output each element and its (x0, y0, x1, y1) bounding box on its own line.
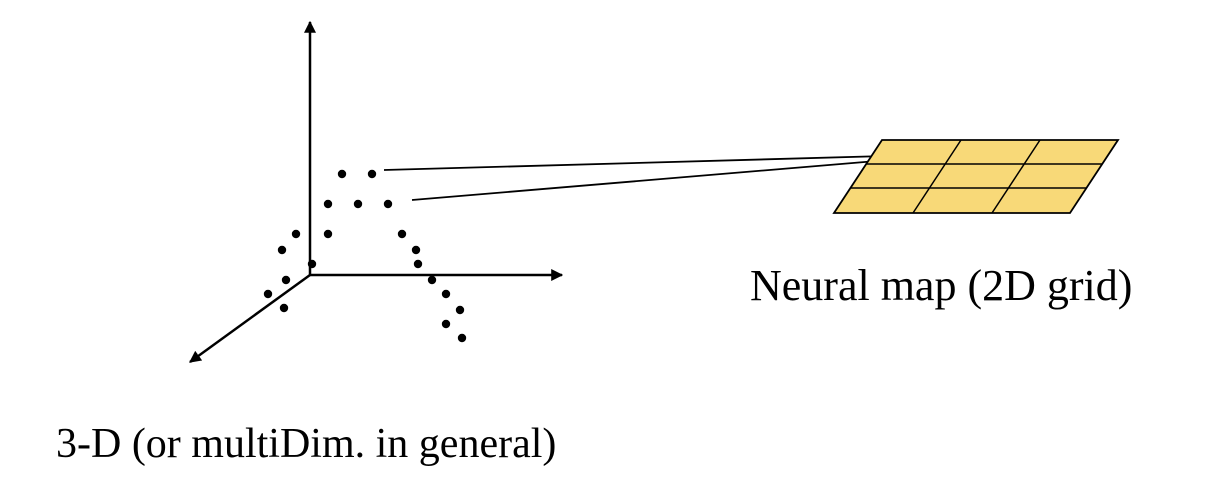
data-point (427, 275, 437, 285)
data-point (281, 275, 291, 285)
data-point (383, 199, 393, 209)
input-space-caption: 3-D (or multiDim. in general) (56, 421, 557, 467)
data-point (457, 333, 467, 343)
data-point (277, 245, 287, 255)
axes-3d (189, 20, 564, 364)
data-points (263, 169, 467, 343)
data-point (323, 199, 333, 209)
data-point (367, 169, 377, 179)
mapping-arrow (383, 149, 924, 171)
data-point (411, 245, 421, 255)
grid-line (991, 139, 1041, 214)
data-point (441, 289, 451, 299)
data-point (455, 305, 465, 315)
data-point (353, 199, 363, 209)
grid-plane (832, 139, 1120, 214)
data-point (279, 303, 289, 313)
grid-line (912, 139, 962, 214)
data-point (307, 259, 317, 269)
neural-map-caption: Neural map (2D grid) (750, 261, 1133, 310)
data-point (441, 319, 451, 329)
data-point (291, 229, 301, 239)
data-point (263, 289, 273, 299)
data-point (337, 169, 347, 179)
mapping-arrow (411, 150, 938, 201)
data-point (397, 229, 407, 239)
data-point (323, 229, 333, 239)
data-point (413, 259, 423, 269)
mapping-arrows (383, 149, 938, 201)
neural-map-grid (832, 139, 1120, 214)
z-axis (189, 273, 311, 364)
